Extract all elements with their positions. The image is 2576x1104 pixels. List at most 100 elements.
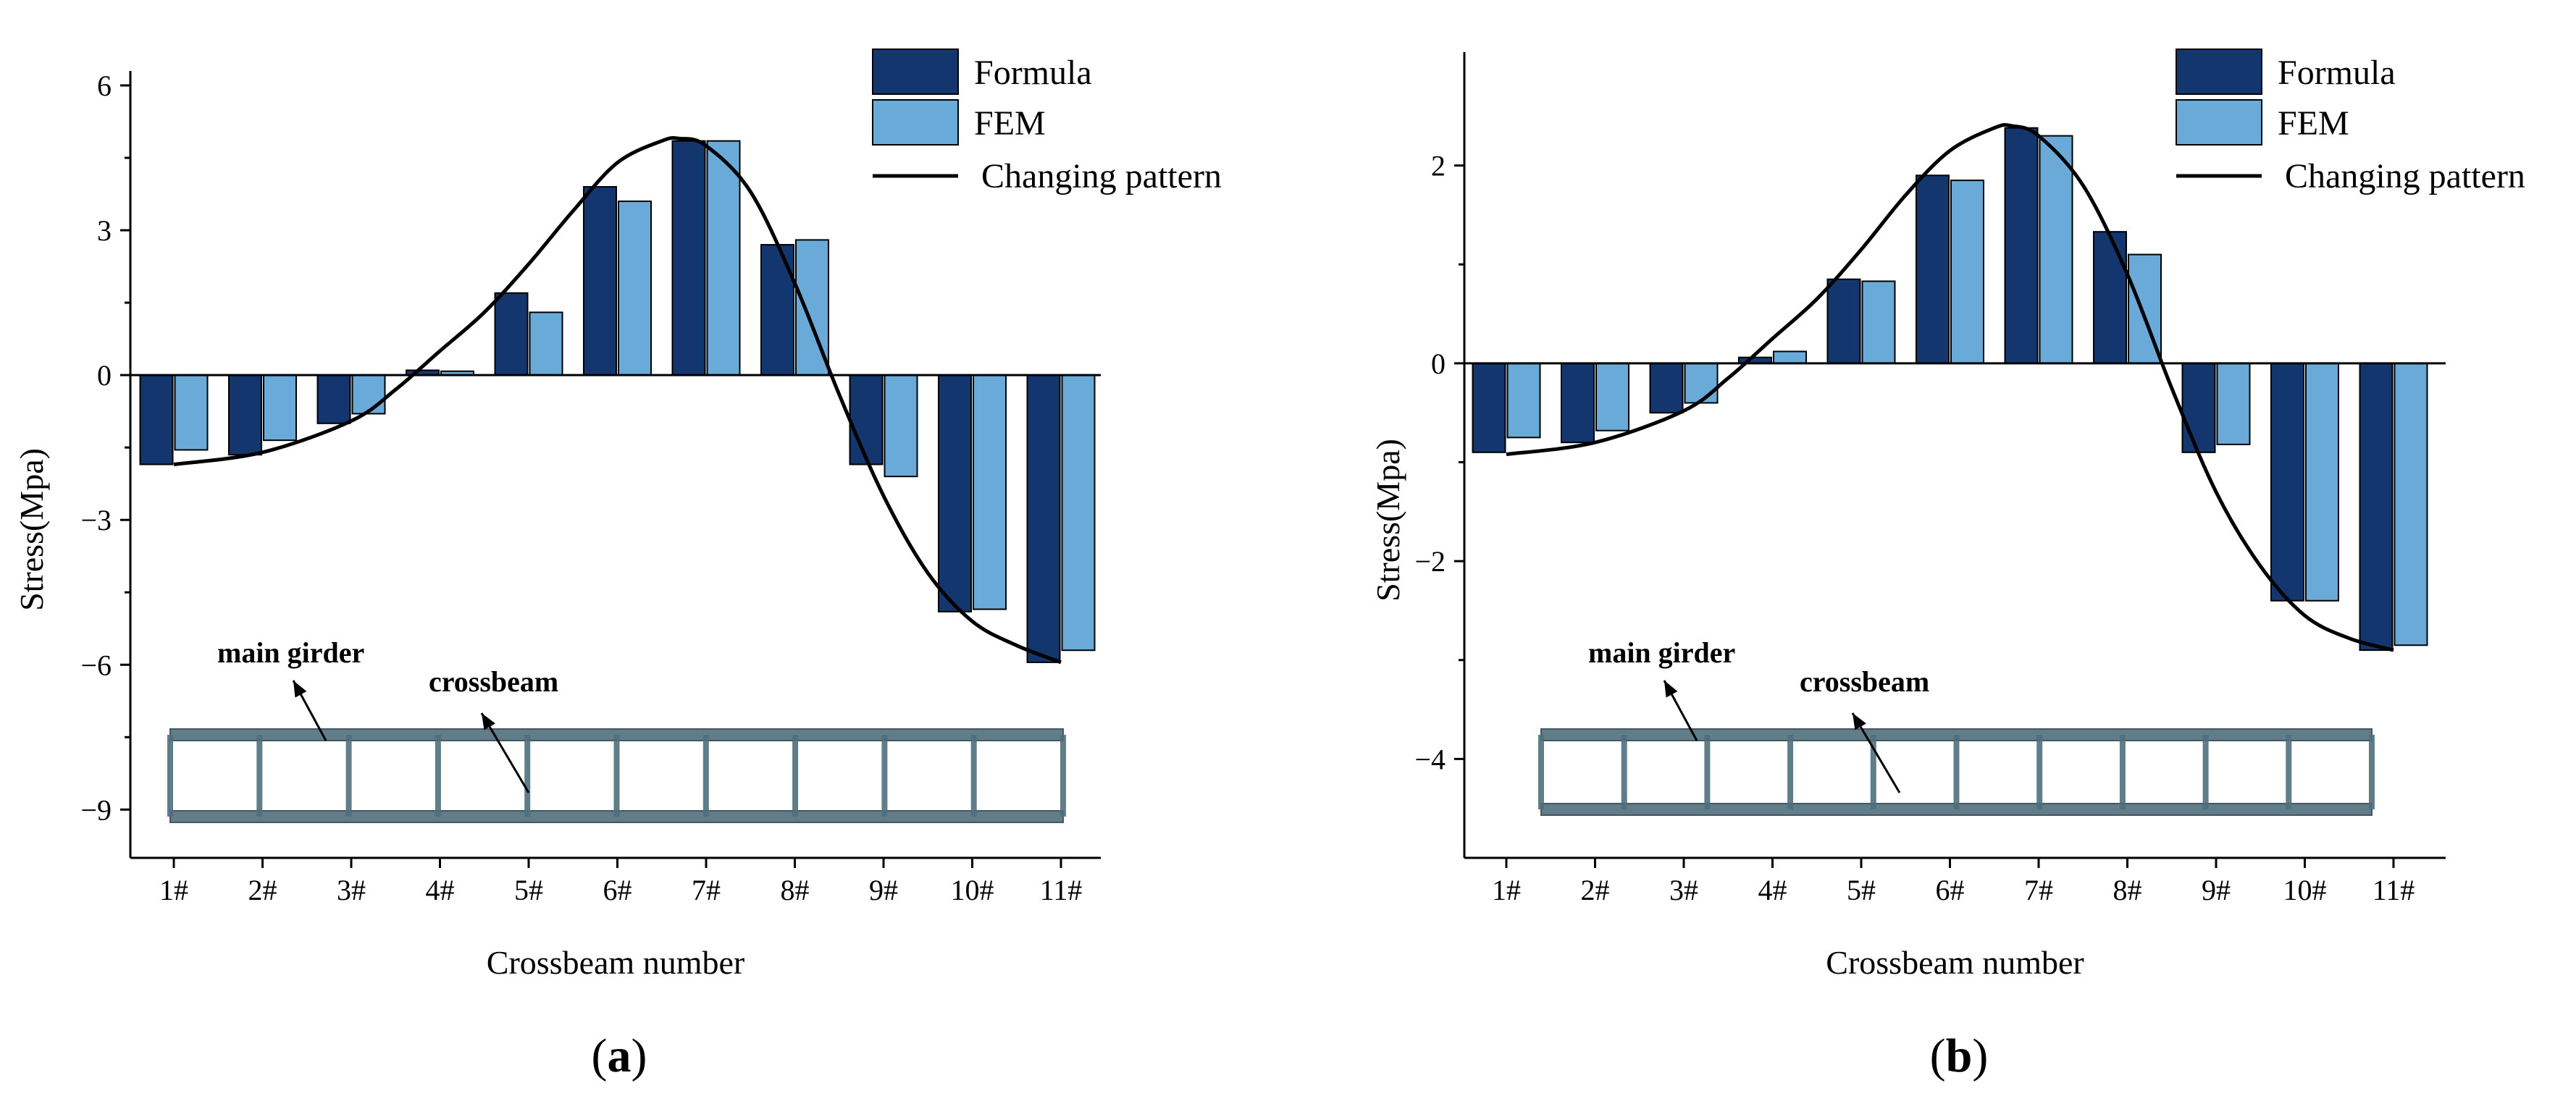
y-tick-label: −4 [1414,743,1446,775]
x-tick-label: 2# [248,874,277,906]
bar-fem-11# [2394,362,2428,646]
x-tick-label: 5# [514,874,543,906]
y-axis-title: Stress(Mpa) [1369,439,1406,602]
crossbeam-line [1621,735,1627,809]
crossbeam-line [2202,735,2209,809]
x-tick-label: 8# [781,874,810,906]
crossbeam-line [613,735,620,817]
bar-fem-3# [351,374,386,415]
panel-label-close-paren: ) [1972,1029,1988,1082]
legend-swatch-formula [2176,49,2262,95]
changing-pattern-curve [173,135,1062,665]
x-tick-label: 9# [2202,874,2231,906]
x-tick-label: 5# [1847,874,1876,906]
bar-fem-5# [1861,280,1896,364]
bar-formula-3# [316,374,351,424]
x-tick-label: 3# [1669,874,1698,906]
x-axis-title: Crossbeam number [1826,944,2084,981]
crossbeam-line [1060,735,1066,817]
crossbeam-line [256,735,263,817]
girder-schematic [167,728,1066,823]
bar-fem-5# [529,311,563,376]
y-tick-label: −2 [1414,545,1446,578]
x-tick-label: 7# [692,874,721,906]
main-girder-arrow-head [1664,680,1678,698]
crossbeam-annotation: crossbeam [429,665,558,698]
bar-fem-6# [1950,180,1984,364]
chart-panel-b: main girder crossbeam 2 0 −2 −4 1# 2# 3# 4# 5# 6# 7#… [1369,49,2525,1082]
bar-fem-9# [884,374,918,478]
crossbeam-line [1787,735,1794,809]
x-tick-label: 1# [159,874,188,906]
chart-panel-a: main girder crossbeam 6 3 0 −3 −6 −9 1# 2# 3# 4# 5# 6… [13,49,1222,1082]
bar-formula-10# [2270,362,2304,602]
bar-formula-6# [1916,174,1950,364]
x-tick-label: 4# [426,874,455,906]
y-tick-label: 6 [97,69,112,102]
panel-label-close-paren: ) [632,1029,647,1082]
x-tick-label: 6# [603,874,632,906]
legend-swatch-fem [872,99,959,146]
main-girder-annotation: main girder [1588,636,1735,669]
y-tick-label: −3 [80,504,112,536]
bar-formula-6# [583,186,617,376]
bar-formula-9# [2181,362,2216,453]
y-tick-label: −6 [80,649,112,681]
bar-formula-10# [938,374,972,612]
crossbeam-line [702,735,709,817]
panel-label: (b) [1930,1029,1989,1082]
crossbeam-line [2119,735,2126,809]
bar-fem-7# [2039,135,2073,364]
crossbeam-line [792,735,799,817]
changing-pattern-curve [1506,123,2394,652]
y-tick-label: 0 [1431,347,1446,380]
bar-fem-2# [263,374,297,442]
crossbeam-line [167,735,173,817]
bar-fem-3# [1684,362,1719,404]
crossbeam-line [1953,735,1960,809]
x-axis-title: Crossbeam number [487,944,744,981]
x-tick-label: 10# [951,874,994,906]
crossbeam-arrow-head [482,713,495,730]
bar-fem-7# [706,140,741,376]
legend: Formula FEM Changing pattern [2176,49,2525,195]
crossbeam-line [2036,735,2043,809]
bar-fem-10# [973,374,1007,610]
panel-label-open-paren: ( [1930,1029,1946,1082]
bar-formula-8# [2093,231,2127,364]
girder-schematic [1538,728,2375,816]
crossbeam-line [345,735,352,817]
crossbeam-line [2286,735,2292,809]
panel-label-letter: a [608,1029,632,1082]
y-tick-label: −9 [80,793,112,826]
x-tick-label: 6# [1936,874,1965,906]
legend-label-formula: Formula [974,54,1092,92]
crossbeam-line [1538,735,1544,809]
bar-formula-11# [1026,374,1061,663]
x-tick-label: 2# [1581,874,1610,906]
bar-fem-1# [1506,362,1541,439]
bar-formula-1# [139,374,174,465]
legend-label-changing-pattern: Changing pattern [2285,157,2525,195]
crossbeam-line [2369,735,2375,809]
bar-formula-5# [494,292,529,376]
main-girder-annotation: main girder [217,636,364,669]
y-tick-label: 0 [97,359,112,392]
crossbeam-line [881,735,888,817]
x-tick-label: 7# [2024,874,2053,906]
bar-formula-1# [1472,362,1506,453]
crossbeam-line [970,735,977,817]
bar-formula-5# [1826,278,1861,364]
bar-formula-7# [2004,127,2039,364]
legend-swatch-formula [872,49,959,95]
bar-formula-2# [1561,362,1595,444]
y-axis-title: Stress(Mpa) [13,448,50,611]
bar-fem-1# [174,374,209,451]
crossbeam-arrow-head [1853,713,1866,730]
panel-label: (a) [592,1029,647,1082]
bar-fem-9# [2216,362,2251,445]
bar-formula-7# [671,140,706,376]
panel-label-letter: b [1946,1029,1973,1082]
crossbeam-annotation: crossbeam [1800,665,1929,698]
